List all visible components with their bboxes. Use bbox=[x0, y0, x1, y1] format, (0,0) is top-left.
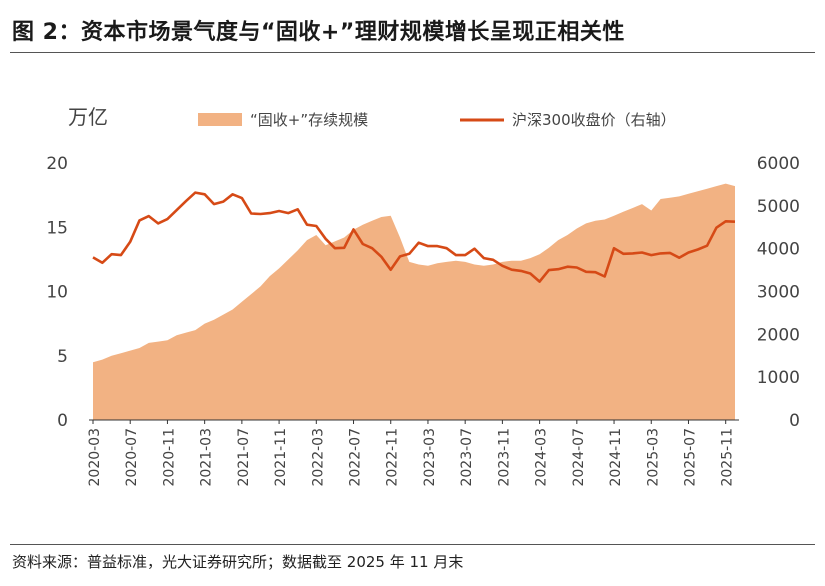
y-left-unit-label: 万亿 bbox=[68, 105, 108, 129]
title-divider bbox=[10, 52, 815, 53]
source-note: 资料来源：普益标准，光大证券研究所；数据截至 2025 年 11 月末 bbox=[12, 553, 464, 571]
y-left-tick-label: 0 bbox=[57, 411, 68, 431]
y-right-tick-label: 4000 bbox=[757, 240, 800, 260]
y-right-tick-label: 6000 bbox=[757, 154, 800, 174]
chart: “固收+”存续规模 沪深300收盘价（右轴） 万亿 0 5 10 15 20 0 1000 2… bbox=[46, 105, 800, 487]
x-tick-label: 2023-07 bbox=[459, 428, 475, 487]
y-right-tick-label: 0 bbox=[789, 411, 800, 431]
y-left-tick-label: 20 bbox=[46, 154, 68, 174]
x-tick-label: 2024-03 bbox=[534, 428, 550, 487]
y-right-tick-label: 3000 bbox=[757, 283, 800, 303]
x-tick-label: 2022-11 bbox=[385, 428, 401, 487]
legend-area-swatch bbox=[198, 113, 242, 126]
x-tick-label: 2024-11 bbox=[608, 428, 624, 487]
line-series-csi300 bbox=[92, 191, 736, 283]
y-right-tick-label: 1000 bbox=[757, 368, 800, 388]
x-tick-label: 2022-03 bbox=[310, 428, 326, 487]
y-right-tick-label: 2000 bbox=[757, 325, 800, 345]
x-tick-label: 2025-07 bbox=[682, 428, 698, 487]
x-tick-label: 2025-11 bbox=[720, 428, 736, 487]
y-left-tick-label: 15 bbox=[46, 218, 68, 238]
line-series-layer bbox=[92, 191, 736, 283]
page-title: 图 2：资本市场景气度与“固收+”理财规模增长呈现正相关性 bbox=[12, 20, 625, 45]
area-series-fixed-income-plus bbox=[93, 183, 735, 420]
x-tick-label: 2023-03 bbox=[422, 428, 438, 487]
x-tick-label: 2022-07 bbox=[348, 428, 364, 487]
x-tick-label: 2023-11 bbox=[496, 428, 512, 487]
legend-line-label: 沪深300收盘价（右轴） bbox=[512, 111, 676, 129]
x-tick-label: 2021-03 bbox=[199, 428, 215, 487]
x-tick-label: 2020-03 bbox=[87, 428, 103, 487]
area-series-layer bbox=[93, 183, 735, 420]
legend-area-label: “固收+”存续规模 bbox=[250, 111, 368, 129]
x-tick-label: 2021-11 bbox=[273, 428, 289, 487]
x-tick-label: 2024-07 bbox=[571, 428, 587, 487]
x-tick-label: 2021-07 bbox=[236, 428, 252, 487]
footer-divider bbox=[10, 544, 815, 545]
y-left-tick-label: 10 bbox=[46, 283, 68, 303]
x-tick-label: 2020-07 bbox=[124, 428, 140, 487]
y-left-tick-label: 5 bbox=[57, 347, 68, 367]
axis-layer: 0 5 10 15 20 0 1000 2000 3000 4000 5000 6000 2020-03… bbox=[46, 154, 800, 487]
x-tick-label: 2025-03 bbox=[645, 428, 661, 487]
x-tick-label: 2020-11 bbox=[161, 428, 177, 487]
y-right-tick-label: 5000 bbox=[757, 197, 800, 217]
